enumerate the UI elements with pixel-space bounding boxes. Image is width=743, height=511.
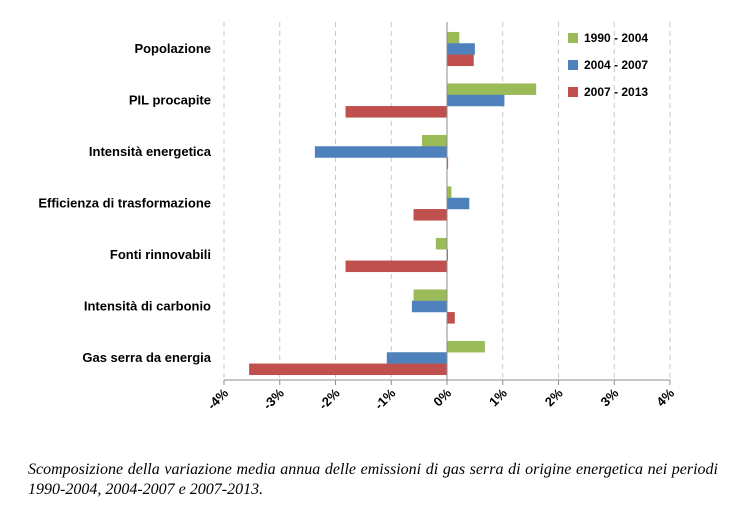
category-labels: Popolazione PIL procapite Intensità energe… bbox=[38, 41, 211, 365]
bar-gas-serra-da-energia-2007-2013 bbox=[249, 363, 447, 376]
bar-pil-procapite-2004-2007 bbox=[447, 94, 505, 107]
legend-swatch-1990-2004 bbox=[568, 33, 578, 43]
bar-efficienza-di-trasformazione-2004-2007 bbox=[447, 197, 470, 210]
category-label-intensita-di-carbonio: Intensità di carbonio bbox=[84, 299, 211, 314]
category-label-gas-serra-da-energia: Gas serra da energia bbox=[82, 350, 211, 365]
category-label-popolazione: Popolazione bbox=[134, 41, 211, 56]
bar-intensita-di-carbonio-2004-2007 bbox=[411, 300, 447, 313]
bar-fonti-rinnovabili-1990-2004 bbox=[435, 237, 447, 250]
x-tick-label: 1% bbox=[486, 385, 510, 409]
bar-intensita-energetica-2007-2013 bbox=[447, 157, 449, 170]
legend-swatch-2007-2013 bbox=[568, 87, 578, 97]
x-tick-labels: -4% -3% -2% -1% 0% 1% 2% 3% 4% bbox=[204, 385, 677, 412]
bar-intensita-di-carbonio-2007-2013 bbox=[447, 312, 455, 324]
legend-label-2004-2007: 2004 - 2007 bbox=[584, 58, 648, 72]
bar-efficienza-di-trasformazione-2007-2013 bbox=[413, 209, 447, 221]
category-label-efficienza-di-trasformazione: Efficienza di trasformazione bbox=[38, 196, 211, 211]
bar-popolazione-2004-2007 bbox=[447, 43, 475, 55]
bar-popolazione-1990-2004 bbox=[447, 31, 460, 44]
x-tick-label: 3% bbox=[597, 385, 621, 409]
bar-group bbox=[249, 31, 537, 376]
x-tick-label: -4% bbox=[204, 385, 231, 412]
axes bbox=[223, 22, 671, 385]
x-tick-label: -2% bbox=[316, 385, 343, 412]
bar-intensita-energetica-2004-2007 bbox=[314, 146, 447, 158]
bar-intensita-di-carbonio-1990-2004 bbox=[413, 289, 447, 301]
x-tick-label: 0% bbox=[430, 385, 454, 409]
bar-gas-serra-da-energia-2004-2007 bbox=[386, 352, 447, 364]
emissions-decomposition-chart: Popolazione PIL procapite Intensità energe… bbox=[38, 22, 677, 412]
bar-popolazione-2007-2013 bbox=[447, 54, 474, 67]
bar-fonti-rinnovabili-2007-2013 bbox=[345, 260, 447, 273]
x-tick-label: 4% bbox=[653, 385, 677, 409]
x-tick-label: -3% bbox=[260, 385, 287, 412]
legend-label-1990-2004: 1990 - 2004 bbox=[584, 31, 648, 45]
bar-efficienza-di-trasformazione-1990-2004 bbox=[447, 186, 452, 198]
bar-gas-serra-da-energia-1990-2004 bbox=[447, 340, 485, 353]
bar-intensita-energetica-1990-2004 bbox=[421, 134, 447, 147]
grid-lines bbox=[223, 22, 671, 380]
bar-pil-procapite-2007-2013 bbox=[345, 106, 447, 118]
legend-swatch-2004-2007 bbox=[568, 60, 578, 70]
category-label-pil-procapite: PIL procapite bbox=[129, 93, 211, 108]
figure-caption: Scomposizione della variazione media ann… bbox=[28, 461, 718, 498]
x-tick-label: -1% bbox=[371, 385, 398, 412]
x-tick-label: 2% bbox=[542, 385, 566, 409]
legend: 1990 - 2004 2004 - 2007 2007 - 2013 bbox=[568, 31, 648, 99]
legend-label-2007-2013: 2007 - 2013 bbox=[584, 85, 648, 99]
bar-pil-procapite-1990-2004 bbox=[447, 83, 537, 95]
category-label-intensita-energetica: Intensità energetica bbox=[89, 144, 212, 159]
category-label-fonti-rinnovabili: Fonti rinnovabili bbox=[110, 247, 211, 262]
